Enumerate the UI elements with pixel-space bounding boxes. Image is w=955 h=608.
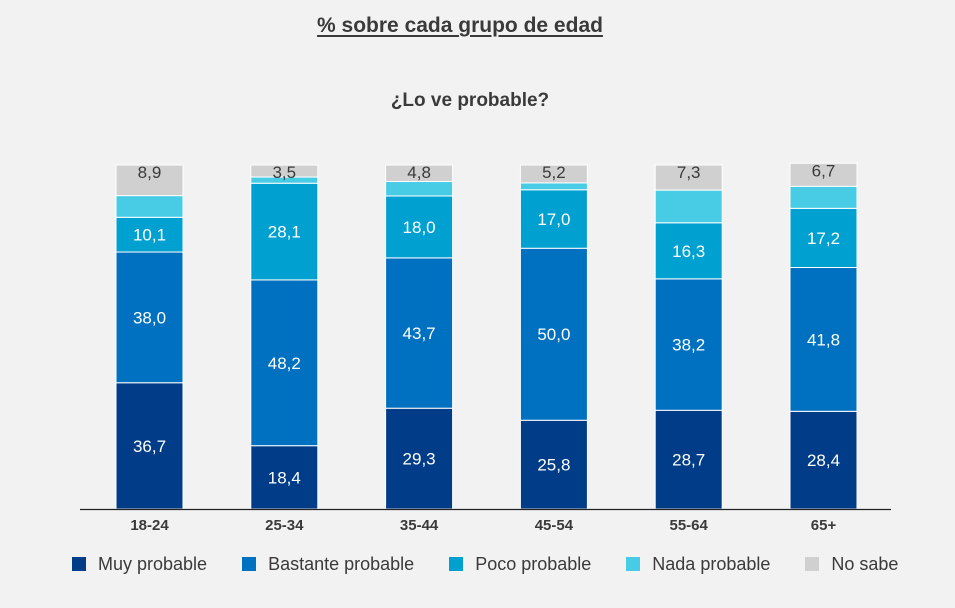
bar-segment	[115, 382, 184, 510]
bar-segment	[789, 162, 858, 187]
bar-segment	[385, 181, 454, 197]
bar-segment	[519, 247, 588, 421]
bar-segment	[519, 189, 588, 249]
legend-item: Nada probable	[626, 554, 770, 575]
bar-segment	[385, 257, 454, 409]
legend-label: Nada probable	[652, 553, 771, 574]
data-label: 48,2	[268, 354, 301, 373]
category-tick-label: 55-64	[670, 517, 709, 534]
bar-segment	[519, 182, 588, 191]
category-tick-label: 65+	[811, 517, 837, 534]
chart-title: % sobre cada grupo de edad	[317, 14, 603, 37]
legend-swatch	[626, 557, 641, 571]
bar-segment	[789, 207, 858, 269]
legend-swatch	[449, 557, 464, 571]
bar-segment	[115, 216, 184, 253]
legend-item: No sabe	[805, 554, 898, 575]
legend-label: No sabe	[831, 553, 899, 574]
bar-segment	[654, 189, 723, 224]
data-label: 17,2	[807, 229, 840, 248]
legend-label: Poco probable	[475, 553, 592, 574]
data-label: 18,4	[268, 468, 301, 487]
bar-segment	[654, 222, 723, 280]
data-label: 10,1	[133, 226, 166, 245]
bar-segment	[385, 407, 454, 510]
legend-item: Poco probable	[449, 554, 591, 575]
data-label: 29,3	[403, 450, 436, 469]
bar-segment	[519, 419, 588, 510]
data-label: 7,3	[677, 163, 701, 182]
legend-label: Muy probable	[98, 553, 208, 574]
bar-segment	[519, 164, 588, 184]
data-label: 38,2	[672, 336, 705, 355]
data-label: 17,0	[537, 210, 570, 229]
category-tick-label: 25-34	[265, 517, 304, 534]
legend-item: Muy probable	[72, 554, 207, 575]
legend-swatch	[805, 557, 820, 571]
bar-segment	[654, 278, 723, 411]
category-tick-label: 35-44	[400, 517, 439, 534]
data-label: 41,8	[807, 330, 840, 349]
data-label: 16,3	[672, 242, 705, 261]
bar-segment	[115, 251, 184, 384]
data-label: 25,8	[537, 456, 570, 475]
chart-legend: Muy probable Bastante probable Poco probab…	[72, 553, 898, 575]
data-label: 28,7	[672, 451, 705, 470]
bar-segment	[385, 195, 454, 259]
bar-segment	[789, 267, 858, 412]
legend-swatch	[72, 557, 86, 571]
data-label: 3,5	[272, 163, 296, 182]
legend-item: Bastante probable	[242, 554, 414, 575]
data-label: 28,1	[268, 223, 301, 242]
chart-subtitle: ¿Lo ve probable?	[390, 90, 550, 111]
data-label: 5,2	[542, 163, 566, 182]
category-tick-label: 45-54	[535, 517, 574, 534]
legend-swatch	[242, 557, 257, 571]
bar-segment	[115, 164, 184, 197]
bar-segment	[385, 164, 454, 183]
data-label: 6,7	[812, 161, 836, 180]
data-label: 36,7	[133, 437, 166, 456]
data-label: 4,8	[407, 163, 431, 182]
legend-label: Bastante probable	[268, 553, 415, 574]
data-label: 8,9	[138, 163, 162, 182]
data-label: 50,0	[537, 325, 570, 344]
bar-segment	[115, 195, 184, 218]
bar-segment	[250, 164, 319, 178]
bar-segment	[654, 164, 723, 191]
category-tick-label: 18-24	[130, 517, 169, 534]
data-label: 43,7	[403, 324, 436, 343]
data-label: 38,0	[133, 308, 166, 327]
data-label: 18,0	[403, 218, 436, 237]
bar-segment	[789, 185, 858, 209]
bar-segment	[250, 182, 319, 281]
data-label: 28,4	[807, 451, 840, 470]
